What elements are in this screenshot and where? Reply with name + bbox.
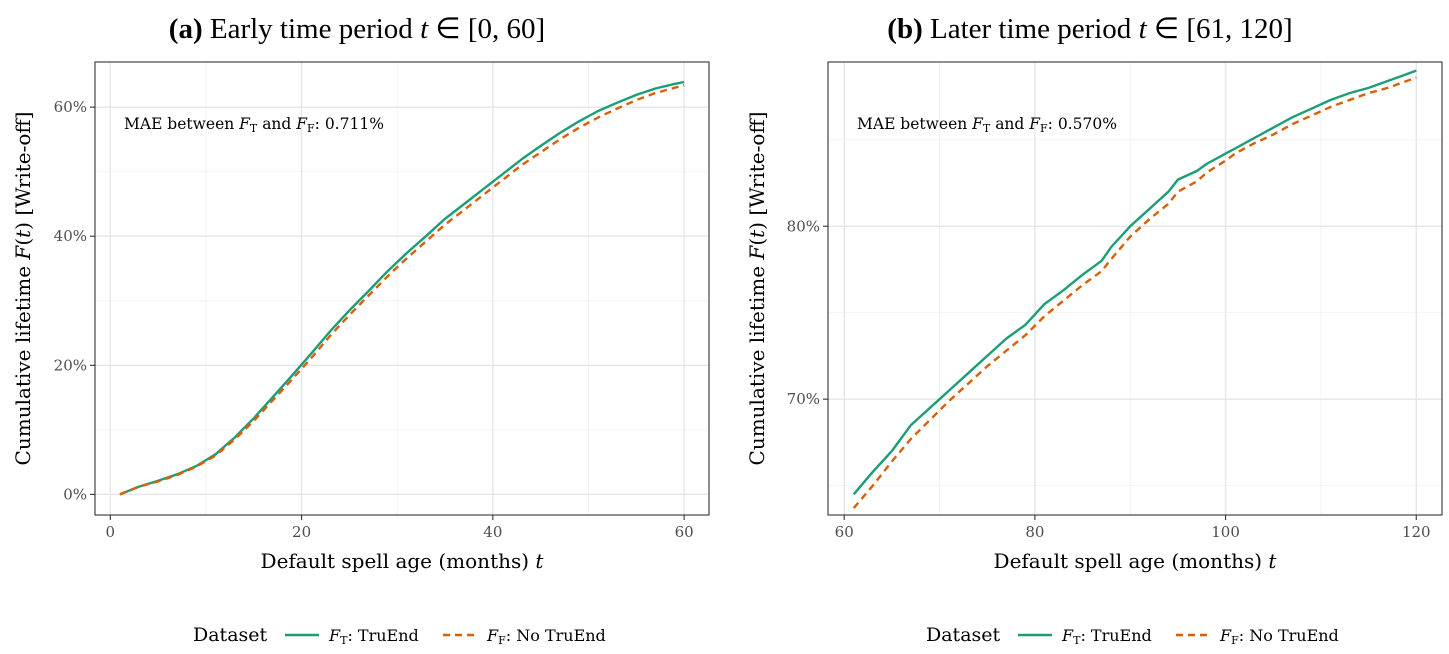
x-tick-label: 20 (292, 523, 311, 541)
x-tick-label: 60 (835, 523, 854, 541)
x-tick-label: 60 (675, 523, 694, 541)
panel-b: (b) Later time period t ∈ [61, 120] 60 80 1… (745, 13, 1443, 647)
y-tick-label: 0% (63, 485, 87, 503)
panel-a: (a) Early time period t ∈ [0, 60] 0 20 40 60… (11, 13, 710, 647)
panel-border (94, 61, 710, 516)
legend-label-truend: FT: TruEnd (1061, 626, 1152, 647)
x-tick-label: 0 (106, 523, 116, 541)
y-tick-label: 70% (787, 390, 820, 408)
mae-annotation: MAE between FT and FF: 0.570% (857, 115, 1117, 135)
y-tick-label: 80% (787, 217, 820, 235)
legend-title: Dataset (926, 624, 1001, 646)
y-tick-label: 60% (54, 98, 87, 116)
y-tick-label: 40% (54, 227, 87, 245)
mae-annotation: MAE between FT and FF: 0.711% (124, 115, 384, 135)
grid (828, 62, 1442, 515)
legend: Dataset FT: TruEnd FF: No TruEnd (926, 624, 1339, 647)
panel-title-var: t (1139, 13, 1148, 45)
panel-title: (b) Later time period t ∈ [61, 120] (887, 13, 1292, 45)
series-line-truend (119, 80, 685, 496)
legend-label-no-truend: FF: No TruEnd (1219, 626, 1339, 647)
panel-title-label: (a) (169, 13, 203, 45)
series-line-truend (852, 69, 1417, 496)
y-tick-label: 20% (54, 356, 87, 374)
x-tick-label: 120 (1402, 523, 1431, 541)
panel-title: (a) Early time period t ∈ [0, 60] (169, 13, 545, 45)
panel-title-label: (b) (887, 13, 922, 45)
panel-title-text: Later time period (923, 13, 1139, 45)
y-axis-title: Cumulative lifetime F(t) [Write-off] (11, 112, 35, 466)
series-line-no-truend (119, 84, 685, 496)
x-tick-label: 100 (1211, 523, 1240, 541)
grid (95, 62, 709, 515)
panel-title-range: ∈ [0, 60] (428, 13, 545, 45)
panel-title-var: t (420, 13, 429, 45)
legend-label-no-truend: FF: No TruEnd (486, 626, 606, 647)
panel-title-range: ∈ [61, 120] (1147, 13, 1293, 45)
panel-border (827, 61, 1443, 516)
x-axis-title: Default spell age (months) t (994, 549, 1278, 573)
x-axis-title: Default spell age (months) t (261, 549, 545, 573)
x-tick-label: 80 (1025, 523, 1044, 541)
legend: Dataset FT: TruEnd FF: No TruEnd (193, 624, 606, 647)
y-axis-title: Cumulative lifetime F(t) [Write-off] (745, 112, 769, 466)
panel-title-text: Early time period (203, 13, 420, 45)
legend-title: Dataset (193, 624, 268, 646)
series-line-no-truend (852, 76, 1417, 509)
legend-label-truend: FT: TruEnd (328, 626, 419, 647)
x-tick-label: 40 (483, 523, 502, 541)
